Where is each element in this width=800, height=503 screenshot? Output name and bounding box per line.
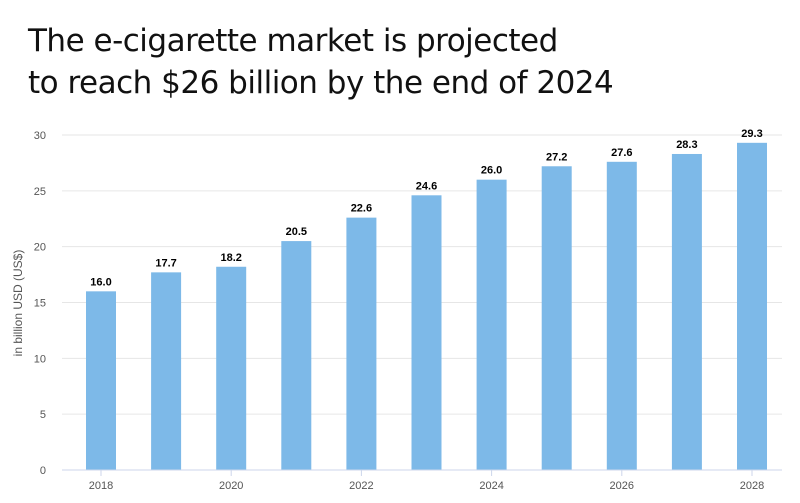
- title-line-2: to reach $26 billion by the end of 2024: [28, 65, 614, 101]
- data-label: 16.0: [90, 276, 111, 288]
- y-tick-label: 0: [40, 465, 46, 477]
- bar: [151, 272, 182, 470]
- chart-title: The e-cigarette market is projected to r…: [28, 20, 614, 104]
- x-tick-label: 2022: [349, 480, 373, 492]
- x-tick-label: 2028: [740, 480, 764, 492]
- y-tick-label: 20: [34, 242, 46, 254]
- y-tick-label: 15: [34, 298, 46, 310]
- bar: [541, 166, 572, 470]
- data-label: 29.3: [741, 128, 762, 140]
- y-tick-label: 10: [34, 353, 46, 365]
- x-tick-label: 2026: [610, 480, 634, 492]
- data-label: 27.6: [611, 147, 632, 159]
- bar: [606, 161, 637, 471]
- bar: [281, 241, 312, 470]
- data-label: 20.5: [286, 226, 307, 238]
- data-label: 28.3: [676, 139, 697, 151]
- bar: [671, 153, 702, 470]
- bar: [216, 266, 247, 470]
- bar: [346, 217, 377, 470]
- bar: [411, 195, 442, 471]
- title-line-1: The e-cigarette market is projected: [28, 23, 558, 59]
- data-label: 27.2: [546, 151, 567, 163]
- bar: [476, 179, 507, 470]
- y-tick-label: 30: [34, 130, 46, 142]
- data-label: 26.0: [481, 165, 502, 177]
- x-tick-label: 2020: [219, 480, 243, 492]
- bar: [86, 291, 116, 470]
- x-tick-label: 2024: [479, 480, 503, 492]
- y-tick-label: 5: [40, 409, 46, 421]
- y-axis-label: in billion USD (US$): [11, 250, 25, 357]
- y-tick-label: 25: [34, 186, 46, 198]
- data-label: 17.7: [155, 257, 176, 269]
- data-label: 18.2: [220, 252, 241, 264]
- x-tick-label: 2018: [89, 480, 113, 492]
- data-label: 22.6: [351, 203, 372, 215]
- bar: [737, 142, 767, 471]
- data-label: 24.6: [416, 180, 437, 192]
